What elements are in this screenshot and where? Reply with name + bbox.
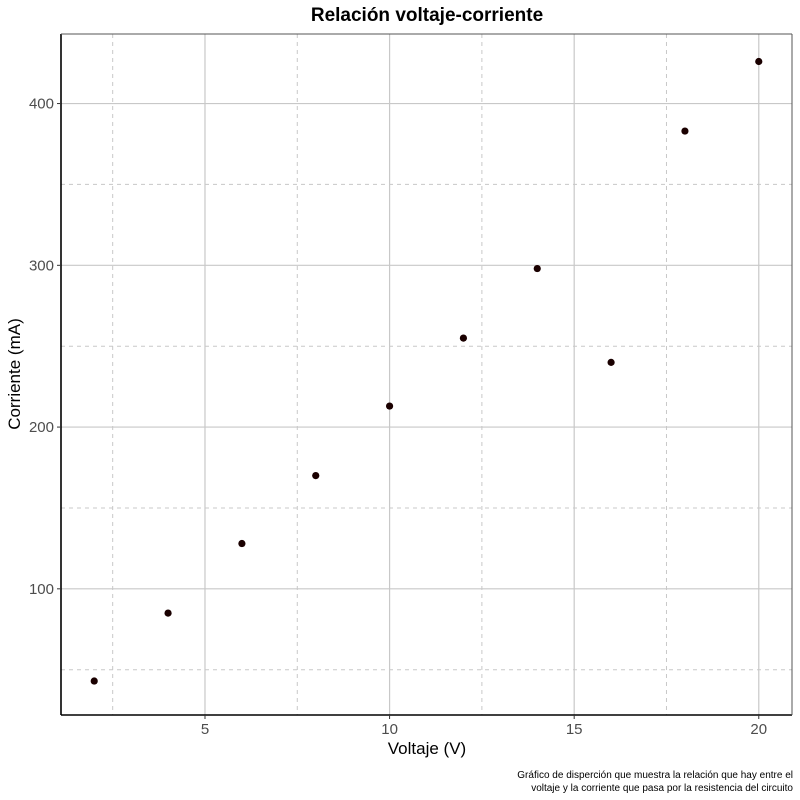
x-tick-label: 5 [201, 721, 209, 738]
data-point [459, 334, 468, 342]
data-point [755, 57, 763, 66]
data-point [681, 127, 689, 135]
data-point [164, 609, 172, 617]
data-point [533, 264, 541, 273]
y-tick-label: 300 [29, 257, 54, 274]
x-tick-label: 20 [750, 721, 767, 738]
data-point [607, 358, 615, 366]
data-points [90, 57, 763, 685]
grid [61, 34, 792, 715]
chart-title: Relación voltaje-corriente [311, 5, 543, 26]
y-tick-label: 200 [29, 419, 54, 436]
data-point [385, 402, 394, 410]
axes [60, 33, 793, 716]
data-point [312, 471, 320, 480]
y-tick-label: 400 [29, 96, 54, 113]
tick-labels: 5 10 15 20 100 200 300 400 [29, 96, 767, 738]
data-point [90, 677, 98, 685]
caption-line-1: Gráfico de disperción que muestra la rel… [517, 770, 793, 781]
caption-line-2: voltaje y la corriente que pasa por la r… [531, 783, 793, 794]
x-tick-label: 15 [566, 721, 583, 738]
y-axis-label: Corriente (mA) [5, 318, 24, 429]
x-tick-label: 10 [381, 721, 398, 738]
data-point [238, 539, 246, 548]
x-axis-label: Voltaje (V) [388, 739, 466, 758]
y-tick-label: 100 [29, 581, 54, 598]
